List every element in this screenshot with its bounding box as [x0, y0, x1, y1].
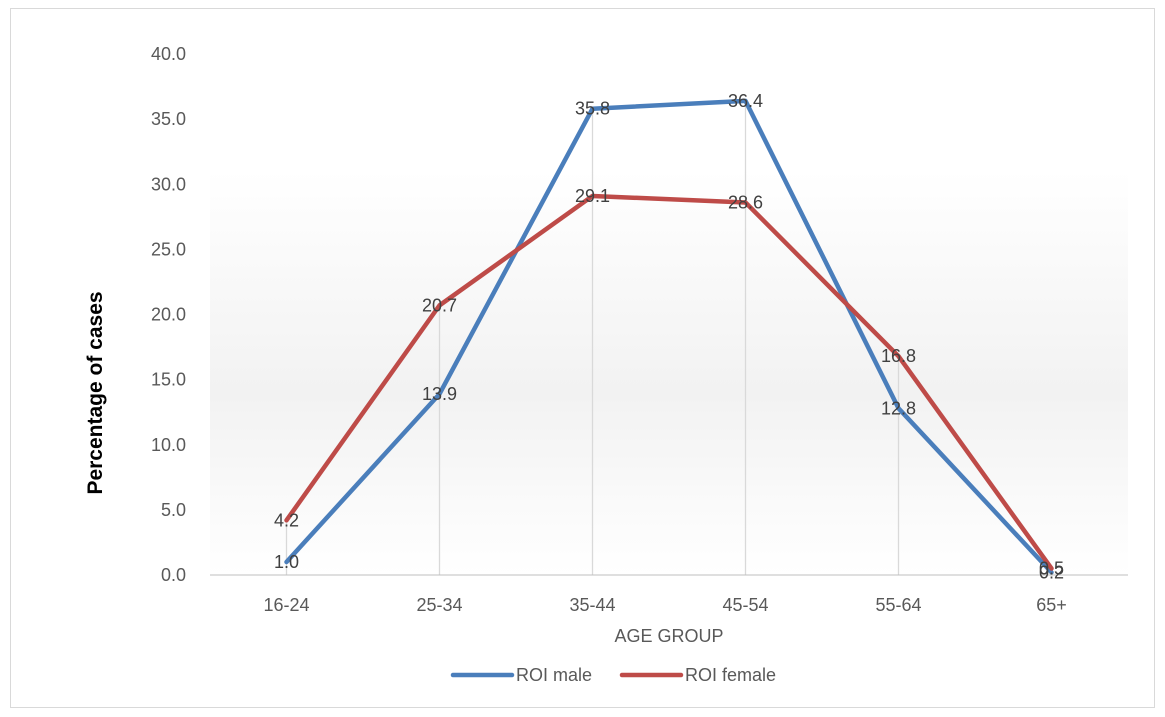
data-label: 36.4: [728, 91, 763, 111]
y-tick-label: 15.0: [151, 370, 186, 390]
y-tick-label: 25.0: [151, 239, 186, 259]
x-axis-title: AGE GROUP: [614, 626, 723, 646]
legend-label: ROI female: [685, 665, 776, 685]
data-label: 4.2: [274, 510, 299, 530]
x-tick-label: 16-24: [263, 595, 309, 615]
x-tick-label: 55-64: [875, 595, 921, 615]
x-tick-label: 45-54: [722, 595, 768, 615]
data-label: 16.8: [881, 346, 916, 366]
data-label: 0.2: [1039, 562, 1064, 582]
data-label: 29.1: [575, 186, 610, 206]
data-label: 12.8: [881, 398, 916, 418]
plot-area-background: [210, 170, 1128, 575]
x-tick-label: 35-44: [569, 595, 615, 615]
series-line-roi-male: [284, 98, 1054, 575]
data-label: 0.5: [1039, 558, 1064, 578]
y-tick-label: 10.0: [151, 435, 186, 455]
data-label: 1.0: [274, 552, 299, 572]
y-tick-label: 20.0: [151, 305, 186, 325]
y-axis-title: Percentage of cases: [84, 291, 107, 494]
data-label: 35.8: [575, 99, 610, 119]
x-tick-label: 65+: [1036, 595, 1067, 615]
x-tick-label: 25-34: [416, 595, 462, 615]
data-label: 13.9: [422, 384, 457, 404]
y-tick-label: 30.0: [151, 174, 186, 194]
y-tick-label: 35.0: [151, 109, 186, 129]
legend: ROI male ROI female: [450, 665, 776, 685]
series-line-roi-female: [284, 193, 1054, 571]
data-label: 28.6: [728, 192, 763, 212]
legend-label: ROI male: [516, 665, 592, 685]
data-label: 20.7: [422, 295, 457, 315]
y-tick-label: 40.0: [151, 44, 186, 64]
y-tick-label: 0.0: [161, 565, 186, 585]
y-tick-label: 5.0: [161, 500, 186, 520]
